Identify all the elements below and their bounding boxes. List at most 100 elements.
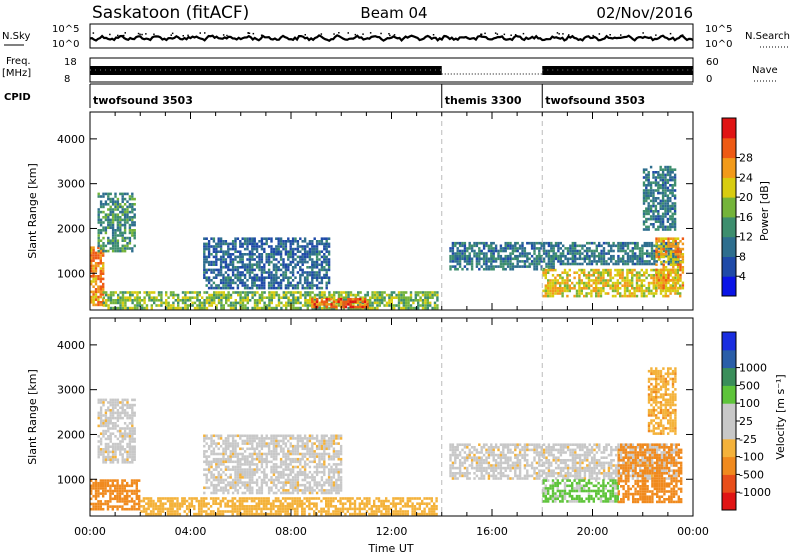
echo-cell	[245, 510, 249, 513]
echo-cell	[203, 450, 206, 453]
echo-cell	[246, 266, 249, 269]
echo-cell	[111, 461, 115, 464]
echo-cell	[185, 507, 189, 511]
echo-cell	[116, 437, 120, 441]
echo-cell	[622, 249, 625, 253]
echo-cell	[599, 289, 603, 293]
echo-cell	[518, 252, 522, 255]
echo-cell	[631, 241, 634, 245]
echo-cell	[121, 234, 124, 237]
echo-cell	[383, 296, 386, 299]
echo-cell	[248, 442, 252, 445]
echo-cell	[267, 273, 271, 277]
echo-cell	[130, 497, 134, 501]
echo-cell	[205, 301, 209, 305]
echo-cell	[549, 294, 552, 298]
echo-cell	[224, 510, 227, 513]
echo-cell	[251, 281, 254, 285]
echo-cell	[253, 497, 256, 500]
echo-cell	[320, 255, 324, 259]
echo-cell	[275, 271, 278, 274]
echo-cell	[400, 291, 403, 294]
echo-cell	[248, 460, 252, 464]
echo-cell	[263, 268, 266, 272]
echo-cell	[349, 303, 352, 306]
echo-cell	[664, 189, 667, 192]
echo-cell	[275, 263, 278, 266]
echo-cell	[102, 272, 105, 275]
echo-cell	[650, 254, 654, 258]
echo-cell	[547, 241, 551, 245]
echo-cell	[361, 296, 365, 299]
echo-cell	[318, 273, 321, 277]
echo-cell	[487, 257, 491, 261]
echo-cell	[428, 510, 431, 513]
echo-cell	[401, 505, 405, 508]
echo-cell	[463, 260, 467, 263]
echo-cell	[177, 293, 180, 297]
echo-cell	[205, 442, 208, 445]
echo-cell	[583, 268, 586, 272]
echo-cell	[373, 296, 377, 299]
echo-cell	[629, 257, 632, 261]
echo-cell	[220, 293, 223, 297]
echo-cell	[138, 479, 141, 482]
echo-cell	[635, 289, 639, 293]
echo-cell	[123, 398, 127, 402]
echo-cell	[385, 505, 388, 508]
echo-cell	[145, 304, 149, 307]
echo-cell	[416, 507, 419, 511]
echo-cell	[220, 306, 223, 310]
echo-cell	[260, 510, 263, 513]
echo-cell	[239, 276, 242, 279]
echo-cell	[131, 427, 134, 430]
echo-cell	[296, 284, 300, 287]
echo-cell	[241, 499, 244, 503]
echo-cell	[121, 432, 124, 435]
echo-cell	[297, 296, 300, 299]
echo-cell	[234, 242, 237, 246]
echo-cell	[279, 507, 282, 511]
echo-cell	[107, 442, 110, 446]
echo-cell	[205, 260, 208, 264]
echo-cell	[540, 260, 543, 263]
echo-cell	[275, 304, 278, 307]
nsearch-point	[510, 34, 512, 36]
nsearch-point	[592, 34, 594, 37]
echo-cell	[107, 409, 110, 412]
echo-cell	[547, 271, 550, 274]
nsearch-point	[145, 33, 147, 35]
echo-cell	[234, 291, 237, 294]
echo-cell	[246, 279, 249, 282]
echo-cell	[97, 192, 100, 196]
echo-cell	[544, 287, 547, 290]
echo-cell	[429, 304, 432, 307]
echo-cell	[121, 435, 124, 438]
echo-cell	[673, 207, 677, 210]
echo-cell	[349, 497, 352, 500]
echo-cell	[136, 306, 139, 310]
echo-cell	[490, 257, 493, 261]
echo-cell	[595, 260, 598, 263]
echo-cell	[378, 296, 381, 299]
echo-cell	[628, 268, 631, 272]
echo-cell	[128, 448, 132, 451]
echo-cell	[602, 271, 605, 274]
echo-cell	[638, 287, 641, 290]
echo-cell	[327, 507, 330, 511]
echo-cell	[94, 298, 98, 301]
echo-cell	[227, 447, 230, 451]
echo-cell	[664, 210, 667, 213]
echo-cell	[128, 205, 132, 209]
echo-cell	[94, 269, 98, 273]
echo-cell	[227, 253, 230, 256]
echo-cell	[657, 181, 660, 184]
echo-cell	[227, 279, 230, 282]
echo-cell	[542, 252, 546, 255]
echo-cell	[215, 263, 218, 266]
echo-cell	[297, 291, 300, 294]
echo-cell	[320, 276, 324, 279]
echo-cell	[647, 173, 650, 177]
echo-cell	[674, 245, 677, 248]
echo-cell	[595, 249, 598, 253]
